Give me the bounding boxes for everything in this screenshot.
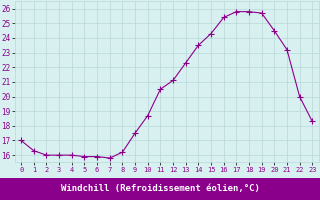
Text: Windchill (Refroidissement éolien,°C): Windchill (Refroidissement éolien,°C) [60,184,260,194]
